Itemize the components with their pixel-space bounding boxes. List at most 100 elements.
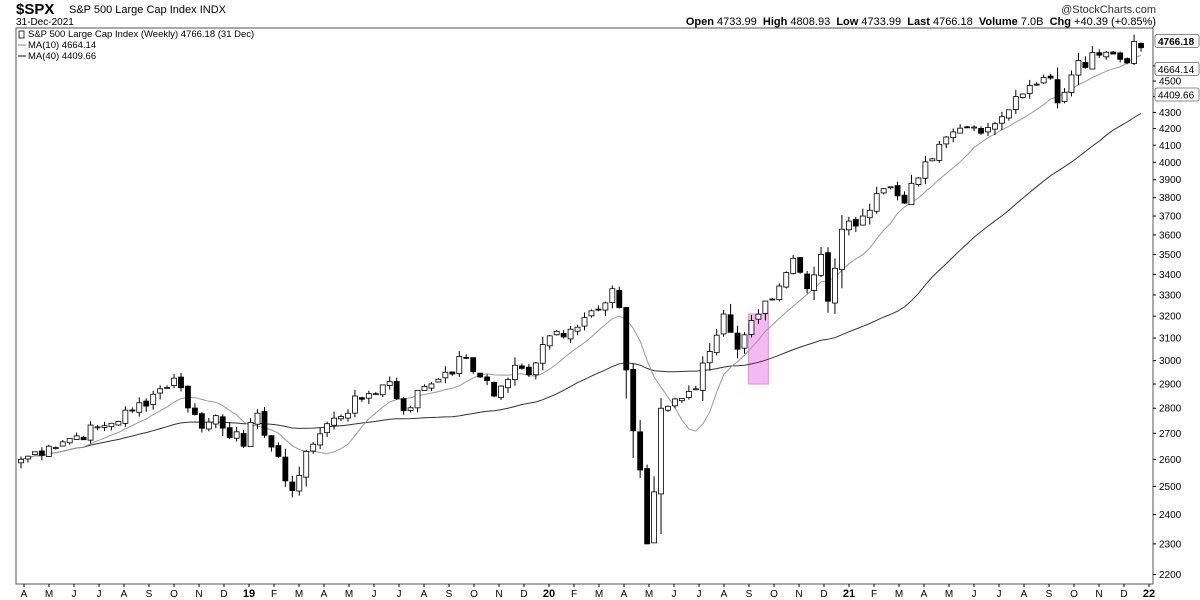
candle-body: [887, 186, 894, 189]
candle-body: [185, 385, 191, 409]
candle-body: [1082, 62, 1089, 68]
candle-body: [240, 433, 247, 447]
candle-body: [922, 161, 929, 179]
candle-body: [832, 267, 838, 304]
x-tick-label: J: [372, 589, 377, 600]
candle-body: [623, 307, 630, 371]
x-tick-label: S: [146, 589, 153, 600]
candle-body: [748, 320, 755, 335]
candle-body: [400, 398, 407, 412]
y-tick-label: 3900: [1159, 175, 1182, 186]
candle-body: [386, 381, 393, 386]
candle-body: [268, 435, 275, 448]
candle-body: [247, 422, 254, 448]
candle-body: [233, 431, 240, 439]
chart-frame: [15, 27, 1154, 585]
candle-body: [157, 388, 164, 394]
candle-body: [908, 182, 915, 206]
y-tick-label: 2800: [1159, 404, 1182, 415]
y-tick-label: 4500: [1159, 77, 1182, 88]
candle-body: [1054, 79, 1061, 104]
candle-body: [1019, 93, 1026, 98]
y-tick-label: 4000: [1159, 158, 1182, 169]
candle-body: [1012, 96, 1019, 110]
candle-body: [365, 393, 372, 399]
candle-body: [581, 317, 588, 327]
candle-body: [873, 193, 880, 212]
candle-body: [602, 302, 609, 311]
y-tick-label: 3800: [1159, 193, 1182, 204]
candle-body: [915, 177, 922, 185]
plot-border: [15, 27, 1154, 585]
candle-body: [901, 194, 908, 204]
candle-body: [852, 219, 859, 227]
chg-value: +40.39 (+0.85%): [1074, 16, 1156, 28]
candle-body: [546, 335, 553, 347]
x-tick-label: M: [595, 589, 603, 600]
candle-body: [943, 136, 950, 145]
candle-body: [45, 445, 52, 457]
candle-body: [866, 209, 873, 219]
y-tick-label: 2200: [1159, 570, 1182, 581]
candle-body: [73, 435, 80, 440]
candle-body: [1040, 77, 1047, 84]
x-tick-label: O: [470, 589, 478, 600]
x-tick-label: D: [820, 589, 827, 600]
candle-body: [1110, 51, 1117, 55]
candle-body: [449, 371, 456, 375]
ma10-path: [20, 54, 1142, 460]
ma10-value-label: 4664.14: [1158, 65, 1195, 76]
candle-body: [414, 389, 421, 409]
candle-body: [762, 300, 769, 314]
y-tick-label: 2600: [1159, 455, 1182, 466]
candle-body: [1103, 51, 1110, 58]
candle-body: [859, 215, 866, 226]
x-tick-label: M: [295, 589, 303, 600]
candle-body: [303, 451, 310, 478]
candle-body: [790, 257, 797, 274]
x-tick-label: F: [271, 589, 277, 600]
candle-body: [484, 376, 491, 382]
candle-body: [720, 313, 727, 335]
candle-body: [685, 390, 692, 399]
candle-body: [358, 397, 365, 400]
candle-body: [1068, 74, 1075, 93]
x-tick-label: O: [770, 589, 778, 600]
candle-body: [804, 273, 811, 290]
candle-body: [769, 298, 776, 301]
y-tick-label: 3700: [1159, 212, 1182, 223]
candle-body: [115, 421, 122, 426]
candle-body: [122, 409, 129, 424]
candle-body: [80, 436, 87, 441]
x-tick-label: J: [697, 589, 702, 600]
y-tick-label: 3600: [1159, 230, 1182, 241]
candle-body: [985, 127, 991, 133]
candle-body: [741, 334, 748, 349]
candle-body: [929, 158, 936, 162]
candle-body: [338, 416, 344, 420]
candle-body: [525, 366, 532, 375]
x-tick-label: M: [45, 589, 53, 600]
candle-body: [38, 450, 45, 456]
candle-body: [818, 253, 824, 276]
y-tick-label: 2400: [1159, 510, 1182, 521]
x-tick-label: M: [645, 589, 653, 600]
candlesticks: [18, 34, 1144, 545]
candle-body: [665, 405, 671, 411]
last-price-label-box: [1154, 34, 1200, 48]
candle-body: [101, 425, 108, 428]
candle-body: [324, 423, 330, 434]
candle-body: [310, 443, 317, 452]
x-tick-label: A: [421, 589, 428, 600]
low-value: 4733.99: [861, 16, 902, 28]
candle-body: [1026, 85, 1033, 94]
volume-value: 7.0B: [1020, 16, 1044, 28]
last-price-label: 4766.18: [1158, 37, 1195, 48]
candle-body: [442, 371, 449, 379]
candle-body: [1047, 75, 1054, 79]
low-label: Low: [836, 16, 859, 28]
candle-body: [1033, 83, 1040, 86]
candle-body: [25, 455, 31, 460]
candle-body: [644, 468, 651, 545]
